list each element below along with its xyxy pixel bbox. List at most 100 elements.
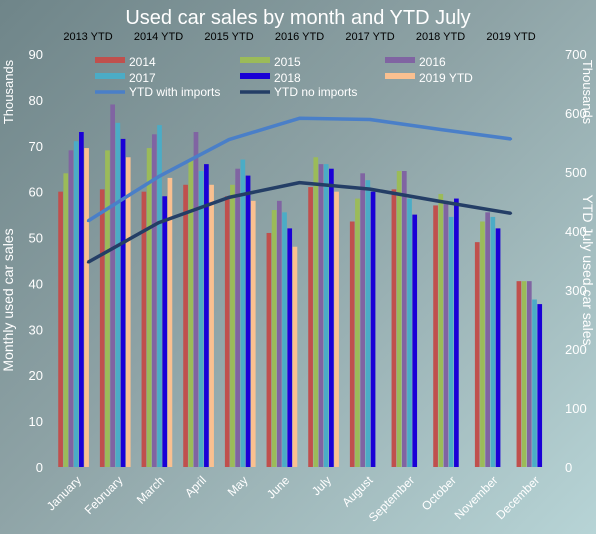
bar	[443, 200, 449, 467]
bar	[490, 216, 496, 467]
bar	[355, 198, 360, 468]
x-tick-label: June	[264, 473, 293, 502]
bar	[433, 205, 438, 467]
right-tick-label: 600	[565, 106, 587, 121]
bar	[146, 148, 152, 468]
right-tick-label: 400	[565, 224, 587, 239]
line-point	[86, 219, 90, 223]
bar	[245, 175, 251, 467]
left-axis-label: Monthly used car sales	[0, 228, 16, 371]
bar	[365, 180, 371, 467]
bar	[110, 104, 115, 467]
bar	[162, 196, 168, 467]
x-tick-label: April	[182, 473, 209, 500]
bar	[115, 122, 121, 467]
top-axis-label: 2019 YTD	[486, 31, 535, 43]
bar	[485, 212, 490, 467]
bar	[308, 187, 313, 468]
bar	[63, 173, 69, 468]
bar	[521, 281, 527, 467]
x-tick-label: October	[419, 473, 459, 513]
chart-title: Used car sales by month and YTD July	[125, 7, 470, 29]
right-axis-units: Thousands	[580, 60, 595, 125]
bar	[370, 191, 376, 467]
bar	[209, 184, 214, 468]
top-axis-label: 2017 YTD	[345, 31, 394, 43]
bar	[313, 157, 319, 467]
bar	[224, 196, 230, 467]
x-tick-label: May	[225, 473, 251, 499]
bar	[495, 228, 501, 467]
bar	[151, 134, 157, 468]
right-tick-label: 300	[565, 283, 587, 298]
bar	[448, 216, 454, 467]
bar	[266, 232, 272, 467]
legend-label: 2015	[274, 55, 301, 69]
bar	[292, 246, 298, 467]
bar	[105, 150, 110, 467]
line-point	[157, 221, 160, 224]
bar	[120, 138, 126, 467]
bar	[438, 193, 444, 467]
bar	[480, 221, 485, 467]
top-axis-label: 2014 YTD	[134, 31, 183, 43]
left-tick-label: 70	[29, 139, 43, 154]
bar	[407, 198, 412, 468]
top-axis: 2013 YTD 2014 YTD 2015 YTD 2016 YTD 2017 YTD…	[63, 31, 535, 43]
x-tick-label: December	[493, 473, 542, 522]
legend-swatch	[385, 73, 415, 79]
bar	[84, 148, 89, 468]
bar	[287, 228, 293, 467]
bar	[396, 171, 402, 467]
bar	[198, 171, 204, 467]
x-tick-label: November	[452, 473, 501, 522]
top-axis-label: 2015 YTD	[204, 31, 253, 43]
bar	[79, 132, 84, 467]
line-point	[439, 200, 442, 203]
bar	[73, 141, 79, 467]
line-point	[227, 196, 231, 199]
right-axis-label: YTD July used car sales	[580, 195, 596, 346]
legend-swatch	[240, 73, 270, 79]
bar	[58, 191, 63, 467]
bar	[183, 184, 188, 468]
right-tick-label: 100	[565, 401, 587, 416]
legend-swatch	[240, 57, 270, 63]
line-point	[439, 128, 442, 131]
line-point	[86, 261, 90, 264]
legend-label: 2014	[129, 55, 156, 69]
bar	[141, 191, 147, 467]
bar	[516, 281, 522, 467]
bars-group	[58, 104, 543, 468]
bar	[391, 189, 397, 467]
bar	[360, 173, 365, 468]
legend-label: 2018	[274, 71, 301, 85]
legend-label: 2019 YTD	[419, 71, 473, 85]
top-axis-label: 2016 YTD	[275, 31, 324, 43]
left-tick-label: 0	[36, 460, 43, 475]
bar	[99, 189, 105, 467]
bar	[188, 159, 194, 468]
bar	[526, 281, 532, 467]
right-tick-label: 500	[565, 165, 587, 180]
right-tick-label: 200	[565, 342, 587, 357]
bar	[349, 221, 355, 467]
x-tick-label: September	[366, 473, 417, 524]
bar	[193, 132, 199, 467]
left-tick-label: 10	[29, 414, 43, 429]
bar	[204, 164, 209, 467]
left-tick-label: 20	[29, 368, 43, 383]
right-tick-label: 0	[565, 460, 572, 475]
bar	[250, 200, 256, 467]
bar	[454, 198, 459, 468]
line-point	[509, 212, 513, 215]
line-point	[298, 117, 301, 120]
bar	[401, 171, 407, 467]
legend-swatch	[95, 57, 125, 63]
line-point	[368, 118, 372, 121]
line-point	[368, 187, 372, 191]
left-axis: 0 10 20 30 40 50 60 70 80 90	[29, 47, 43, 475]
x-tick-label: January	[44, 473, 84, 513]
bar	[271, 210, 277, 467]
